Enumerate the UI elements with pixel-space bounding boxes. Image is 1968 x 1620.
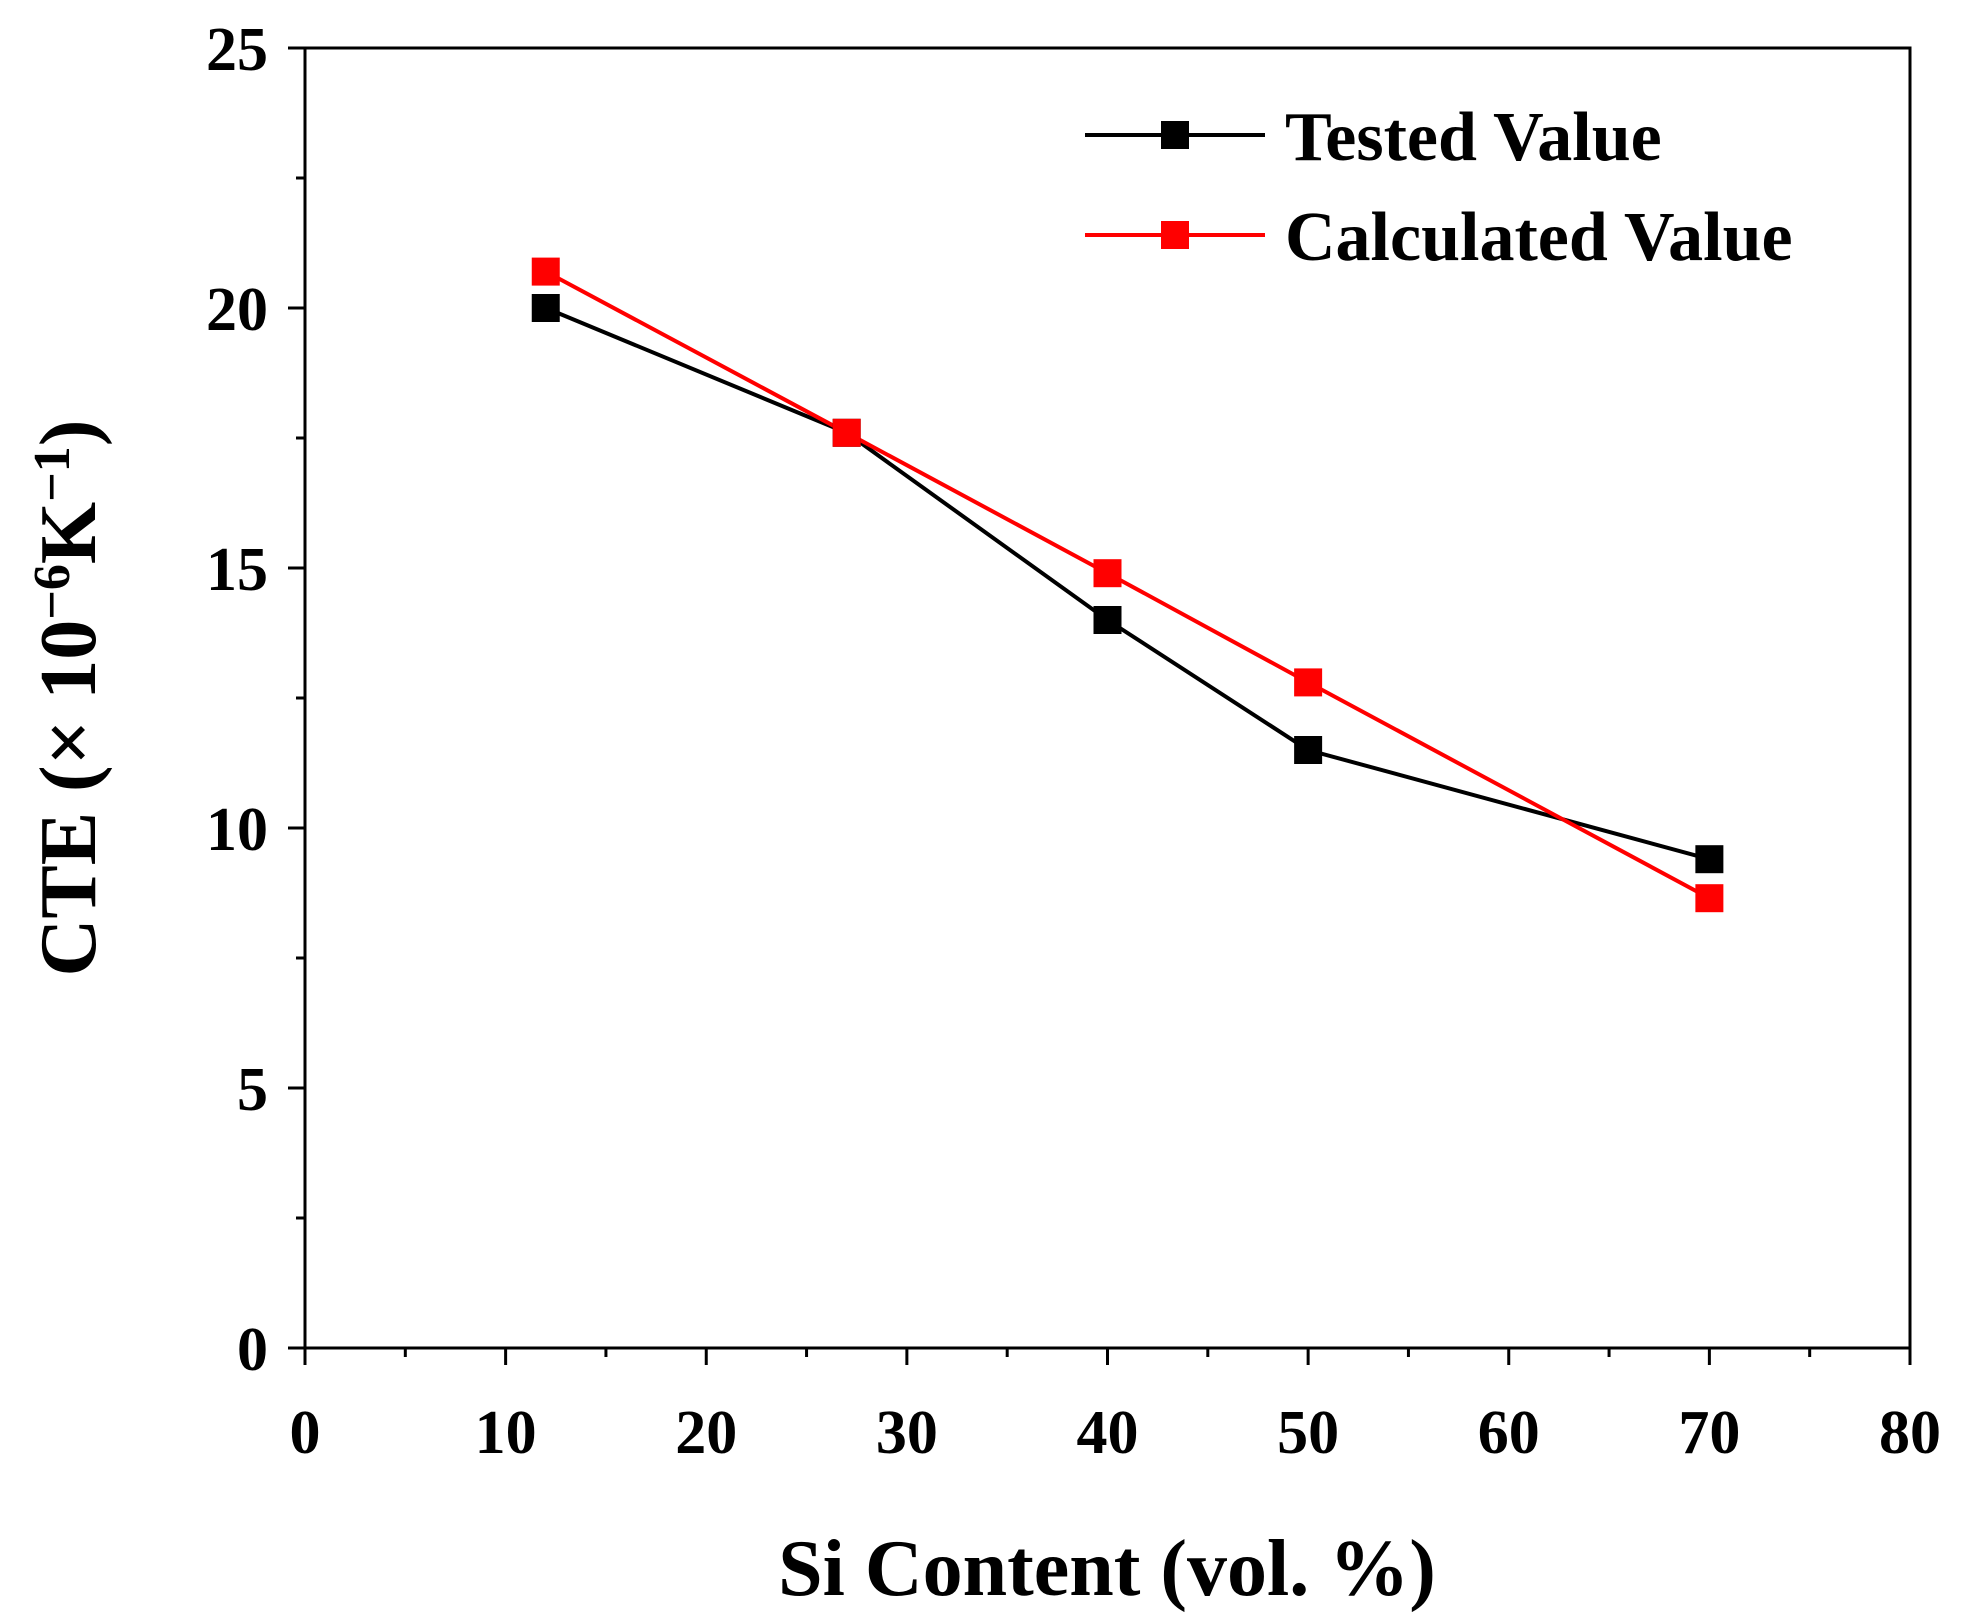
y-axis-title-sup2: −1 (24, 446, 81, 502)
legend-label-calculated: Calculated Value (1285, 199, 1793, 276)
y-tick-label: 5 (237, 1056, 268, 1124)
y-tick-label: 0 (237, 1316, 268, 1384)
x-tick-label: 50 (1277, 1399, 1339, 1467)
x-tick-label: 60 (1478, 1399, 1540, 1467)
y-tick-label: 25 (206, 16, 268, 84)
legend: Tested Value Calculated Value (1085, 99, 1793, 276)
x-axis-title: Si Content (vol. %) (778, 1525, 1436, 1613)
series-0-point (531, 294, 560, 322)
series-line-1 (544, 269, 1711, 900)
series-0-point (1695, 845, 1724, 874)
x-tick-labels: 0 10 20 30 40 50 60 70 80 (290, 1399, 1942, 1467)
x-tick-label: 30 (876, 1399, 938, 1467)
series-0-point (1294, 736, 1323, 764)
series-1-point (1294, 668, 1323, 697)
x-tick-label: 40 (1077, 1399, 1139, 1467)
x-tick-label: 20 (675, 1399, 737, 1467)
series-1-point (1695, 884, 1724, 913)
legend-entry-tested: Tested Value (1085, 99, 1662, 176)
y-tick-label: 10 (206, 796, 268, 864)
y-tick-labels: 0 5 10 15 20 25 (206, 16, 268, 1384)
minor-ticks (296, 176, 1812, 1357)
legend-entry-calculated: Calculated Value (1085, 199, 1793, 276)
y-axis-title-close: ) (25, 420, 113, 447)
x-tick-label: 80 (1879, 1399, 1941, 1467)
y-axis-title: CTE (× 10−6K−1) (24, 420, 113, 977)
series-1-point (531, 257, 560, 286)
x-tick-label: 70 (1678, 1399, 1740, 1467)
series-layer (531, 257, 1724, 913)
major-ticks (288, 46, 1912, 1365)
x-tick-label: 10 (475, 1399, 537, 1467)
y-axis-title-main: CTE (× 10 (25, 620, 113, 977)
series-1-point (1093, 559, 1122, 588)
y-axis-title-sup1: −6 (24, 564, 81, 620)
legend-marker-calculated (1161, 221, 1189, 249)
y-axis-title-unit: K (25, 502, 113, 564)
legend-marker-tested (1161, 121, 1189, 149)
legend-label-tested: Tested Value (1285, 99, 1662, 176)
series-0-point (1093, 606, 1122, 634)
x-tick-label: 0 (290, 1399, 321, 1467)
y-tick-label: 15 (206, 536, 268, 604)
series-1-point (832, 418, 861, 447)
y-tick-label: 20 (206, 276, 268, 344)
